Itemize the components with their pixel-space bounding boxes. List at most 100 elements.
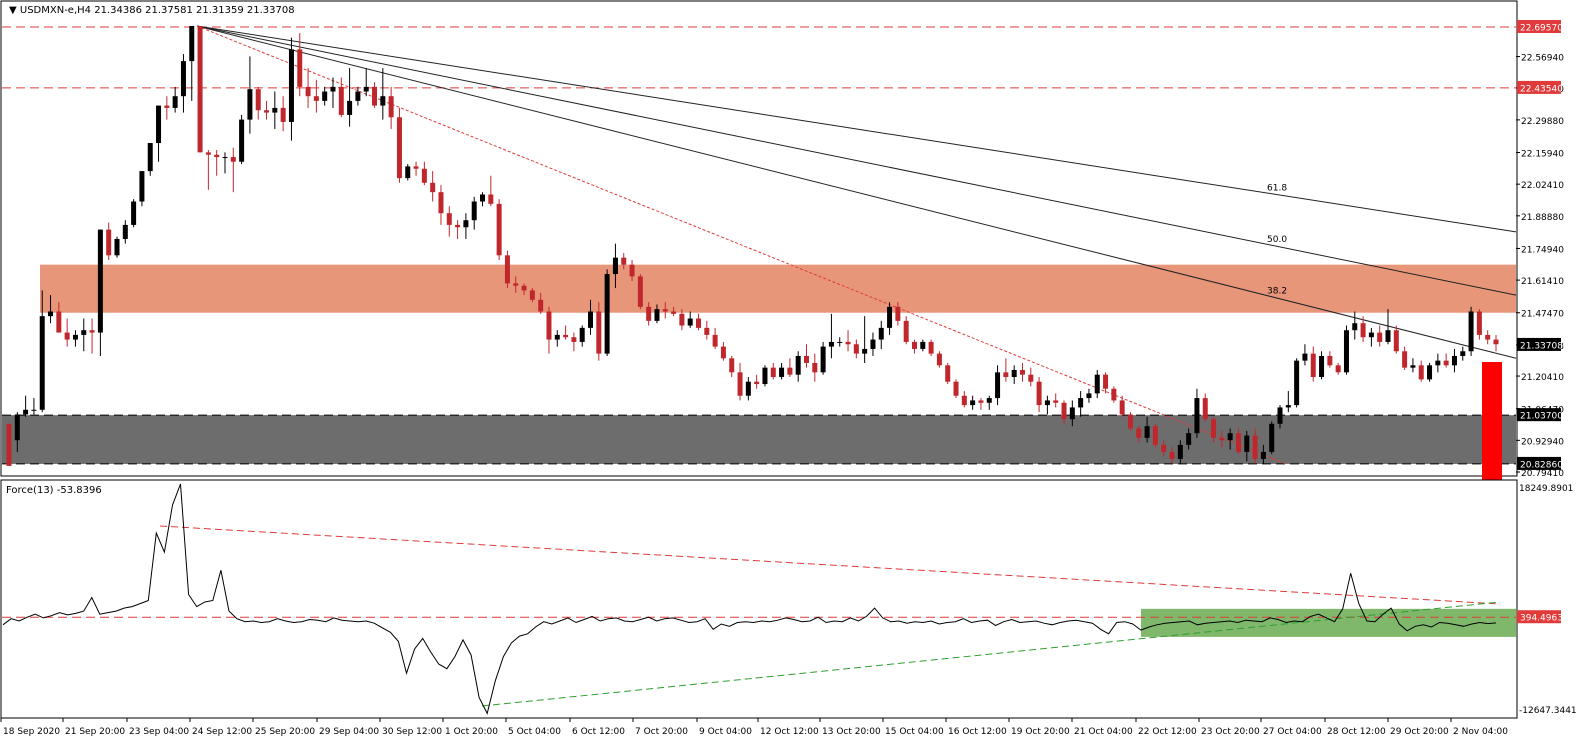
candle — [845, 330, 851, 352]
candle — [1161, 440, 1167, 457]
time-tick-label: 25 Sep 20:00 — [255, 727, 315, 737]
candle — [1493, 334, 1499, 352]
candle — [563, 325, 569, 340]
candle — [23, 395, 29, 417]
candle — [812, 353, 818, 382]
candle — [131, 199, 137, 228]
candle — [421, 161, 427, 186]
candle — [1053, 393, 1059, 408]
candle — [1468, 306, 1474, 356]
candle — [1119, 395, 1125, 417]
candle — [1310, 346, 1316, 382]
candle — [729, 355, 735, 378]
candle — [156, 105, 162, 162]
time-tick-label: 21 Oct 04:00 — [1074, 727, 1133, 737]
candle — [787, 358, 793, 378]
candle — [513, 276, 519, 293]
force-line — [2, 483, 1497, 715]
candle — [546, 306, 552, 354]
price-tick-label: 20.92940 — [1521, 437, 1564, 447]
candle — [588, 299, 594, 335]
candle — [671, 306, 677, 317]
candle — [1418, 360, 1424, 382]
candle — [413, 161, 419, 176]
price-label: 21.03700 — [1520, 412, 1563, 422]
time-tick-label: 22 Oct 12:00 — [1138, 727, 1197, 737]
candle — [1127, 412, 1133, 431]
candle — [438, 185, 444, 225]
candle — [870, 332, 876, 356]
candle — [1285, 391, 1291, 413]
candle — [1252, 428, 1258, 464]
candle — [779, 362, 785, 380]
price-tick-label: 22.56940 — [1521, 54, 1564, 64]
candle — [612, 243, 618, 289]
price-tick-label: 20.79410 — [1521, 469, 1564, 479]
candle — [579, 325, 585, 347]
candle — [521, 283, 527, 296]
candle — [1485, 330, 1491, 345]
candle — [995, 365, 1001, 406]
time-tick-label: 24 Sep 12:00 — [192, 727, 252, 737]
candle — [164, 96, 170, 120]
candle — [72, 330, 78, 347]
candle — [480, 192, 486, 207]
candle — [1443, 353, 1449, 368]
candle — [1393, 325, 1399, 354]
candle — [837, 337, 843, 347]
candle — [322, 86, 328, 106]
candle — [180, 54, 186, 113]
price-label-box — [1517, 20, 1561, 34]
candle — [895, 302, 901, 326]
candle — [1319, 351, 1325, 380]
candle — [862, 316, 868, 363]
force-plot-frame — [0, 479, 1518, 719]
force-title: Force(13) -53.8396 — [6, 485, 102, 496]
candle — [288, 37, 294, 141]
candle — [1335, 362, 1341, 375]
force-axis-max: 18249.8901 — [1519, 484, 1573, 494]
candle — [388, 86, 394, 129]
fib-label: 50.0 — [1267, 235, 1287, 245]
candle — [338, 77, 344, 118]
candle — [380, 68, 386, 120]
candle — [1061, 400, 1067, 424]
candle — [621, 252, 627, 270]
candle — [754, 374, 760, 389]
candle — [887, 302, 893, 335]
price-label-box — [1517, 80, 1561, 94]
candle — [305, 68, 311, 108]
time-tick-label: 28 Oct 12:00 — [1327, 727, 1386, 737]
candle — [230, 147, 236, 193]
candle — [147, 143, 153, 176]
candle — [1294, 358, 1300, 408]
candle — [297, 33, 303, 97]
price-tick-label: 21.61410 — [1521, 277, 1564, 287]
candle — [1103, 372, 1109, 394]
time-tick-label: 7 Oct 20:00 — [635, 727, 688, 737]
candle — [446, 206, 452, 237]
candle — [637, 274, 643, 310]
candle — [1269, 421, 1275, 455]
candle — [1219, 430, 1225, 448]
candle — [197, 26, 203, 153]
candle — [1352, 311, 1358, 340]
candle — [1069, 400, 1075, 427]
candle — [662, 302, 668, 319]
candle — [89, 318, 95, 354]
price-label: 21.33708 — [1520, 341, 1563, 351]
time-tick-label: 29 Sep 04:00 — [319, 727, 379, 737]
time-tick-label: 23 Sep 04:00 — [129, 727, 189, 737]
price-tick-label: 21.20410 — [1521, 373, 1564, 383]
candle — [629, 260, 635, 282]
candle — [6, 423, 12, 466]
price-label: 20.82860 — [1520, 460, 1563, 470]
force-level-box — [1517, 610, 1561, 624]
candle — [737, 362, 743, 401]
candle — [372, 82, 378, 108]
candle — [1211, 416, 1217, 443]
candle — [795, 351, 801, 382]
candle — [1194, 388, 1200, 438]
candle — [1277, 405, 1283, 429]
candle — [264, 100, 270, 120]
